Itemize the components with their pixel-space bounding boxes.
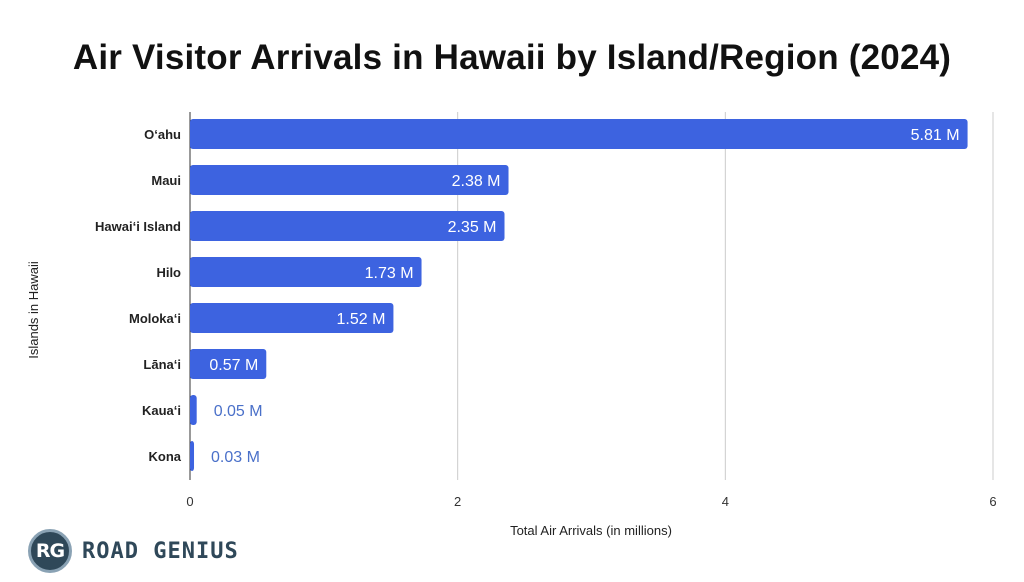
- bar: [190, 165, 509, 195]
- x-tick-label: 0: [186, 494, 193, 509]
- category-label: Maui: [151, 173, 181, 188]
- data-label: 0.05 M: [214, 403, 263, 420]
- data-label: 1.52 M: [337, 311, 386, 328]
- x-axis-title: Total Air Arrivals (in millions): [510, 523, 672, 538]
- bar: [190, 303, 394, 333]
- data-label: 2.38 M: [452, 173, 501, 190]
- road-genius-logo-icon: RG: [28, 529, 72, 573]
- x-tick-label: 6: [989, 494, 996, 509]
- data-label: 0.57 M: [209, 357, 258, 374]
- x-tick-label: 2: [454, 494, 461, 509]
- data-label: 0.03 M: [211, 449, 260, 466]
- brand-name: ROAD GENIUS: [82, 538, 239, 564]
- category-label: Kona: [149, 449, 182, 464]
- category-label: Lāna‘i: [143, 357, 181, 372]
- bar: [190, 119, 968, 149]
- bar: [190, 441, 195, 471]
- category-label: O‘ahu: [144, 127, 181, 142]
- bar: [190, 211, 505, 241]
- data-label: 5.81 M: [911, 127, 960, 144]
- brand: RG ROAD GENIUS: [28, 529, 239, 573]
- bar: [190, 349, 267, 379]
- category-label: Hilo: [156, 265, 181, 280]
- category-label: Hawai‘i Island: [95, 219, 181, 234]
- bar: [190, 395, 197, 425]
- x-tick-label: 4: [722, 494, 729, 509]
- category-label: Kaua‘i: [142, 403, 181, 418]
- chart-title: Air Visitor Arrivals in Hawaii by Island…: [72, 38, 952, 77]
- category-label: Moloka‘i: [129, 311, 181, 326]
- data-label: 2.35 M: [448, 219, 497, 236]
- y-axis-title: Islands in Hawaii: [26, 261, 41, 359]
- bar: [190, 257, 422, 287]
- data-label: 1.73 M: [365, 265, 414, 282]
